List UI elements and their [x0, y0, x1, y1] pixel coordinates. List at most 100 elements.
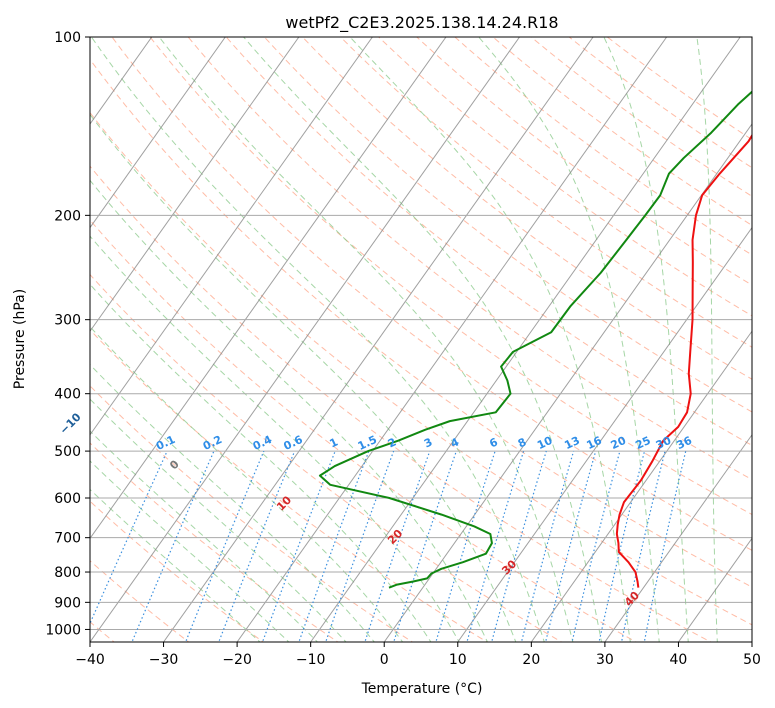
x-tick-label: 30	[596, 652, 614, 668]
x-tick-label: −40	[75, 652, 105, 668]
mixing-ratio-line	[571, 450, 621, 642]
isotherm	[90, 37, 300, 333]
moist-adiabat	[90, 235, 460, 642]
x-axis: −40 −30 −20 −10 0 10 20 30 40 50	[75, 642, 761, 668]
dry-adiabat-label: 10	[274, 493, 294, 513]
y-tick-label: 700	[54, 531, 81, 547]
x-tick-label: −10	[296, 652, 326, 668]
mixing-ratio-line	[544, 450, 597, 642]
mixing-ratio-label: 20	[609, 434, 629, 452]
y-tick-label: 1000	[45, 622, 81, 638]
dewpoint-line	[318, 90, 752, 589]
isotherm	[90, 37, 447, 540]
mixing-ratio-labels: 0.1 0.2 0.4 0.6 1 1.5 2 3 4 6 8 10 13 16 20 25 30 36	[154, 433, 694, 453]
isotherm	[751, 641, 752, 642]
mixing-ratio-line	[131, 450, 215, 642]
moist-adiabat	[158, 37, 574, 642]
mixing-ratio-line	[364, 450, 431, 642]
mixing-ratio-line	[466, 450, 525, 642]
mixing-ratio-label: 4	[449, 435, 462, 450]
dry-adiabat	[90, 500, 265, 642]
moist-adiabat	[349, 37, 631, 642]
mixing-ratio-line	[184, 450, 265, 642]
mixing-ratio-label: 25	[633, 434, 652, 452]
dry-adiabat	[90, 219, 638, 642]
y-tick-label: 400	[54, 387, 81, 403]
temperature-line	[615, 133, 752, 588]
moist-adiabat	[478, 37, 660, 642]
mixing-ratio-line	[298, 450, 370, 642]
mixing-ratio-label: 1.5	[356, 433, 379, 453]
y-tick-label: 100	[54, 30, 81, 46]
y-axis: 100 200 300 400 500 600 700 800 900 1000	[45, 30, 90, 638]
y-axis-label: Pressure (hPa)	[12, 289, 28, 389]
mixing-ratio-line	[598, 450, 646, 642]
dry-adiabat	[90, 329, 488, 642]
dry-adiabat	[90, 111, 752, 626]
isotherm	[530, 330, 752, 642]
x-tick-label: −30	[149, 652, 179, 668]
mixing-ratio-label: 3	[422, 435, 434, 450]
mixing-ratio-line	[491, 450, 547, 642]
isotherm	[90, 37, 226, 229]
mixing-ratio-line	[435, 450, 496, 642]
mixing-ratio-label: 6	[487, 435, 500, 450]
dry-adiabat	[263, 37, 752, 413]
dry-adiabat	[377, 37, 752, 317]
plot-frame	[89, 36, 753, 643]
dry-adiabat	[416, 37, 752, 286]
x-tick-label: −20	[222, 652, 252, 668]
mixing-ratio-label: 0.1	[154, 433, 177, 453]
y-tick-label: 500	[54, 444, 81, 460]
dry-adiabat	[90, 385, 414, 642]
moist-adiabat	[90, 430, 319, 642]
dry-adiabat	[454, 37, 752, 256]
x-tick-label: 0	[380, 652, 389, 668]
moist-adiabat	[90, 363, 375, 642]
dry-adiabat-label: −20	[0, 383, 1, 410]
isotherm	[383, 123, 752, 642]
series-layer	[318, 90, 752, 589]
x-tick-label: 10	[449, 652, 467, 668]
dry-adiabat	[149, 37, 752, 516]
mixing-ratio-label: 8	[516, 435, 528, 450]
dry-adiabat	[568, 37, 752, 169]
mixing-ratio-label: 36	[675, 434, 695, 452]
mixing-ratio-label: 0.2	[201, 433, 224, 453]
moist-adiabat	[90, 326, 404, 642]
mixing-ratio-line	[643, 450, 687, 642]
y-tick-label: 200	[54, 208, 81, 224]
dry-adiabat-label: −10	[57, 410, 84, 437]
dry-adiabat	[530, 37, 752, 197]
dry-adiabat	[90, 165, 712, 642]
mixing-ratio-label: 0.6	[282, 433, 305, 453]
moist-adiabat	[90, 398, 347, 642]
isotherm	[678, 537, 752, 642]
isotherm	[163, 37, 594, 642]
dry-adiabat	[90, 560, 190, 642]
dry-adiabat	[187, 37, 752, 481]
moist-adiabat	[91, 37, 545, 642]
moist-adiabat	[90, 179, 489, 642]
y-tick-label: 600	[54, 491, 81, 507]
x-tick-label: 40	[670, 652, 688, 668]
x-tick-label: 20	[522, 652, 540, 668]
mixing-ratio-line	[325, 450, 395, 642]
grid-layer	[0, 37, 752, 642]
isotherm	[90, 37, 520, 642]
mixing-ratio-line	[218, 450, 296, 642]
dry-adiabat	[90, 273, 563, 642]
y-tick-label: 300	[54, 313, 81, 329]
y-tick-label: 900	[54, 595, 81, 611]
isotherm	[457, 226, 752, 642]
dry-adiabat	[111, 37, 752, 551]
mixing-ratio-line	[393, 450, 457, 642]
isotherm	[310, 37, 741, 642]
isotherm	[604, 433, 752, 642]
mixing-ratio-line	[620, 450, 666, 642]
x-tick-label: 50	[743, 652, 761, 668]
mixing-ratio-label: 0.4	[251, 433, 274, 453]
mixing-ratio-label: 13	[562, 434, 581, 452]
isotherm	[0, 37, 5, 642]
moist-adiabat	[90, 113, 517, 642]
